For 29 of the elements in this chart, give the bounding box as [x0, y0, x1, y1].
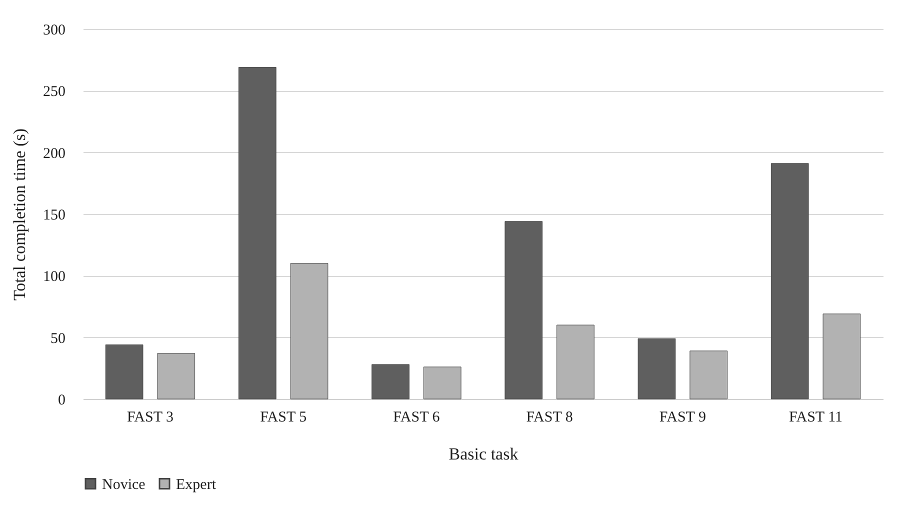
x-tick-label: FAST 3 [126, 410, 174, 426]
bar [290, 263, 328, 400]
bar [372, 364, 410, 400]
y-tick-label: 300 [43, 22, 66, 38]
x-tick-label: FAST 6 [393, 410, 440, 426]
bar [504, 221, 543, 400]
x-tick-label: FAST 5 [260, 410, 307, 426]
y-tick-label: 200 [43, 146, 66, 162]
y-tick-label: 100 [43, 269, 66, 286]
bar [423, 366, 462, 400]
y-axis-title: Total completion time (s) [10, 128, 29, 301]
legend-label: Expert [176, 476, 217, 493]
x-tick-label: FAST 8 [526, 410, 573, 426]
bar [556, 324, 594, 400]
x-axis-title: Basic task [448, 444, 519, 464]
bar [822, 314, 861, 400]
legend-label: Novice [102, 476, 146, 493]
bar [770, 163, 809, 400]
y-tick-label: 50 [50, 330, 66, 347]
bar [157, 353, 196, 400]
bar [638, 338, 676, 400]
y-tick-label: 250 [43, 84, 66, 100]
y-tick-label: 0 [58, 392, 66, 408]
bar [105, 344, 144, 400]
x-tick-label: FAST 11 [789, 410, 843, 426]
bar [690, 350, 728, 400]
x-tick-label: FAST 9 [659, 410, 706, 426]
y-tick-label: 150 [43, 208, 66, 224]
bar [238, 66, 276, 400]
